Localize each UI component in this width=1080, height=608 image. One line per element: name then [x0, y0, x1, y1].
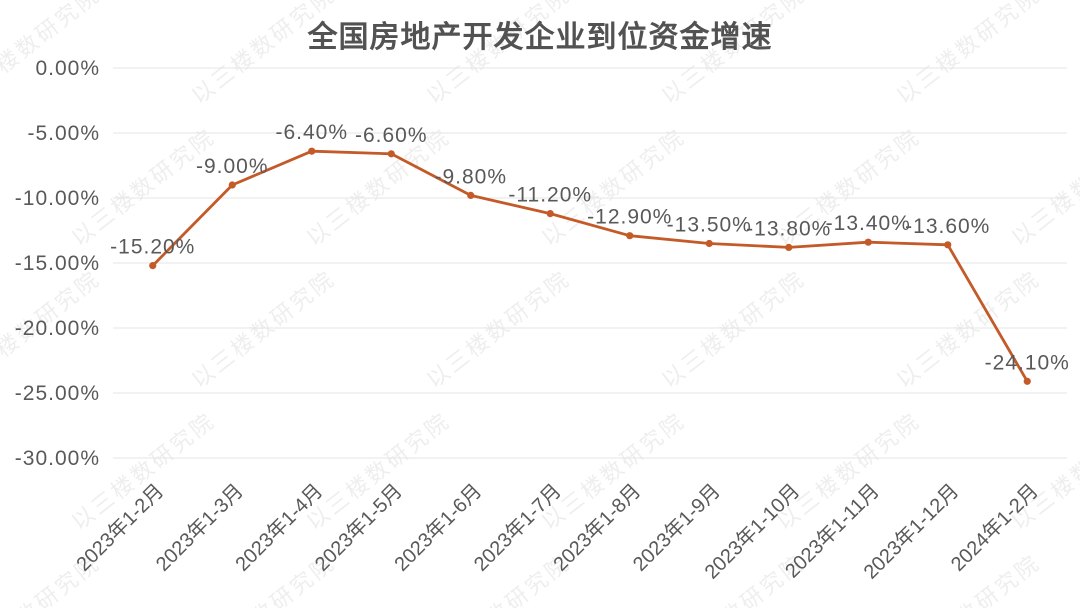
data-label: -9.80% [434, 165, 507, 188]
chart-title: 全国房地产开发企业到位资金增速 [307, 21, 773, 54]
data-label: -13.60% [905, 215, 990, 238]
data-label: -9.00% [196, 155, 269, 178]
data-label: -11.20% [508, 184, 592, 207]
data-point-marker [149, 262, 157, 270]
y-tick-label: -20.00% [15, 317, 100, 340]
y-tick-label: -30.00% [15, 447, 100, 470]
data-point-marker [626, 232, 634, 240]
data-label: -13.50% [667, 214, 752, 237]
data-point-marker [387, 150, 395, 158]
data-label: -12.90% [587, 206, 672, 229]
data-point-marker [944, 241, 952, 249]
data-point-marker [228, 181, 236, 189]
series-line [151, 149, 1029, 383]
data-point-marker [785, 243, 793, 251]
data-label: -13.80% [746, 217, 831, 240]
data-label: -13.40% [826, 212, 911, 235]
data-point-marker [864, 238, 872, 246]
y-tick-label: -10.00% [15, 187, 100, 210]
data-point-marker [1023, 377, 1031, 385]
data-label: -6.60% [355, 124, 428, 147]
data-point-marker [308, 147, 316, 155]
data-label: -6.40% [275, 121, 348, 144]
data-point-marker [705, 239, 713, 248]
data-point-marker [546, 210, 554, 218]
y-tick-label: -25.00% [15, 382, 100, 405]
data-label: -24.10% [985, 351, 1070, 374]
y-tick-label: -15.00% [15, 252, 100, 275]
data-point-marker [467, 191, 475, 199]
y-tick-label: 0.00% [35, 57, 100, 80]
y-tick-label: -5.00% [27, 122, 100, 145]
data-label: -15.20% [110, 236, 195, 259]
